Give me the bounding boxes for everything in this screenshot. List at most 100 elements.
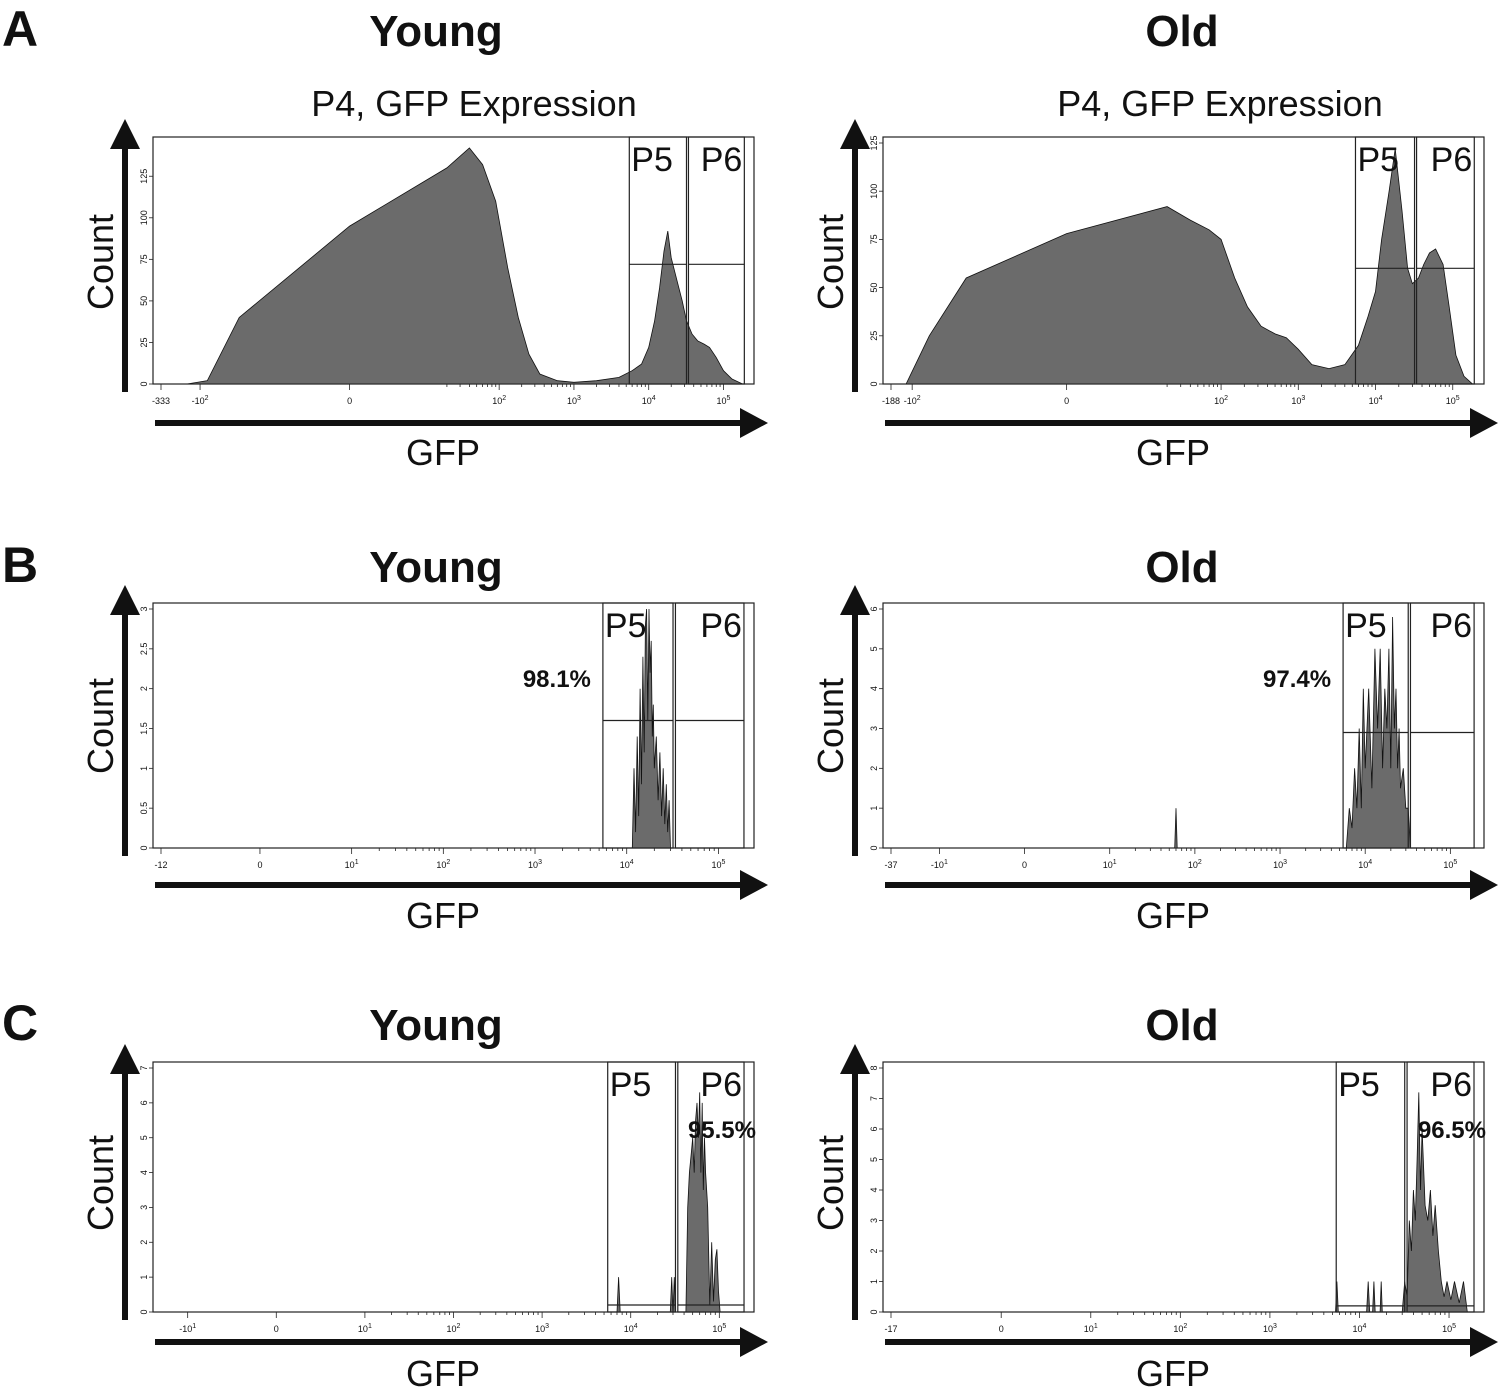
y-tick-label: 3 (139, 1205, 149, 1210)
x-axis-arrowhead (740, 870, 768, 900)
x-tick-label: 102 (447, 1323, 461, 1334)
y-tick-label: 4 (139, 1170, 149, 1175)
x-tick-label: 0 (274, 1324, 279, 1334)
y-tick-label: 75 (139, 254, 149, 264)
y-tick-label: 1 (869, 1279, 879, 1284)
x-tick-label: 104 (1369, 395, 1383, 406)
percent-label: 98.1% (523, 666, 591, 693)
gate-p5 (628, 136, 688, 385)
y-axis-label: Count (80, 678, 121, 774)
gate-label-p6: P6 (701, 141, 743, 179)
gate-label-p5: P5 (1338, 1066, 1380, 1104)
y-tick-label: 0.5 (139, 802, 149, 815)
gate-p5 (602, 602, 674, 849)
gate-label-p5: P5 (610, 1066, 652, 1104)
y-tick-label: 3 (869, 1218, 879, 1223)
y-axis-label: Count (80, 214, 121, 310)
panel-letter-a: A (2, 1, 38, 57)
x-tick-label: 101 (345, 859, 359, 870)
chart-title: Young (369, 7, 503, 56)
x-tick-label: -12 (154, 860, 167, 870)
y-tick-label: 0 (139, 1309, 149, 1314)
histogram-area (186, 147, 743, 385)
gate-label-p5: P5 (631, 141, 673, 179)
y-tick-label: 5 (869, 646, 879, 651)
gate-label-p5: P5 (1345, 607, 1387, 645)
x-tick-label: 0 (1022, 860, 1027, 870)
x-tick-label: 105 (1446, 395, 1460, 406)
y-axis-arrowhead (110, 119, 140, 149)
y-tick-label: 3 (139, 606, 149, 611)
y-axis-arrowhead (840, 119, 870, 149)
y-tick-label: 5 (139, 1135, 149, 1140)
gate-label-p6: P6 (1430, 1066, 1472, 1104)
y-tick-label: 4 (869, 1187, 879, 1192)
x-tick-label: 104 (620, 859, 634, 870)
gate-p5 (1342, 602, 1409, 849)
y-tick-label: 2.5 (139, 643, 149, 656)
x-tick-label: 103 (1263, 1323, 1277, 1334)
x-tick-label: 103 (1291, 395, 1305, 406)
x-tick-label: 102 (1214, 395, 1228, 406)
gate-label-p6: P6 (1431, 607, 1473, 645)
x-tick-label: 104 (624, 1323, 638, 1334)
x-axis-label: GFP (406, 432, 480, 473)
y-tick-label: 4 (869, 686, 879, 691)
percent-label: 96.5% (1418, 1117, 1486, 1144)
histogram-area (631, 608, 671, 849)
y-tick-label: 25 (139, 337, 149, 347)
chart-c-young: Young Count GFP P5 P6 95.5% 0 1 2 3 4 5 6 7 -101 0 101 10… (80, 1001, 768, 1389)
y-axis-label: Count (80, 1135, 121, 1231)
x-axis-arrowhead (1470, 1327, 1498, 1357)
x-tick-label: -101 (179, 1323, 196, 1334)
x-tick-label: 104 (1358, 859, 1372, 870)
gate-p5 (1354, 136, 1416, 385)
chart-b-young: Young Count GFP P5 P6 98.1% 0 0.5 1 1.5 2 2.5 3 -12 0 1… (80, 543, 768, 936)
percent-label: 95.5% (688, 1117, 756, 1144)
plot-frame (882, 1061, 1485, 1313)
histogram-area (905, 148, 1474, 385)
y-tick-label: 7 (139, 1065, 149, 1070)
chart-title: Young (369, 1001, 503, 1050)
x-tick-label: -37 (884, 860, 897, 870)
y-tick-label: 100 (139, 210, 149, 225)
x-tick-label: 102 (1173, 1323, 1187, 1334)
y-tick-label: 0 (869, 845, 879, 850)
gate-p5 (1335, 1061, 1406, 1313)
percent-label: 97.4% (1263, 666, 1331, 693)
y-tick-label: 6 (139, 1100, 149, 1105)
y-tick-label: 2 (869, 766, 879, 771)
y-tick-label: 2 (139, 686, 149, 691)
y-tick-label: 100 (869, 184, 879, 199)
y-tick-label: 25 (869, 331, 879, 341)
x-tick-label: -102 (904, 395, 921, 406)
x-tick-label: -333 (152, 396, 170, 406)
y-tick-label: 8 (869, 1065, 879, 1070)
x-axis-label: GFP (406, 895, 480, 936)
y-tick-label: 1.5 (139, 722, 149, 735)
x-tick-label: 105 (1443, 859, 1457, 870)
x-axis-arrowhead (740, 408, 768, 438)
x-tick-label: 0 (1064, 396, 1069, 406)
y-axis-arrowhead (110, 585, 140, 615)
x-tick-label: 103 (567, 395, 581, 406)
y-axis-label: Count (810, 214, 851, 310)
chart-b-old: Old Count GFP P5 P6 97.4% 0 1 2 3 4 5 6 -37 -101 0 101 10… (810, 543, 1498, 936)
chart-title: Old (1145, 7, 1218, 56)
gate-label-p6: P6 (700, 607, 742, 645)
chart-c-old: Old Count GFP P5 P6 96.5% 0 1 2 3 4 5 6 7 8 -17 0 101 102 1… (810, 1001, 1498, 1389)
x-tick-label: 105 (1442, 1323, 1456, 1334)
y-tick-label: 1 (869, 806, 879, 811)
x-axis-arrowhead (1470, 870, 1498, 900)
chart-subtitle: P4, GFP Expression (311, 83, 636, 124)
x-tick-label: 101 (1084, 1323, 1098, 1334)
x-tick-label: 0 (257, 860, 262, 870)
gate-label-p6: P6 (1431, 141, 1473, 179)
y-tick-label: 3 (869, 726, 879, 731)
y-tick-label: 125 (139, 169, 149, 184)
histogram-area (616, 1092, 721, 1313)
y-tick-label: 2 (139, 1240, 149, 1245)
x-tick-label: 105 (717, 395, 731, 406)
y-tick-label: 1 (139, 1275, 149, 1280)
